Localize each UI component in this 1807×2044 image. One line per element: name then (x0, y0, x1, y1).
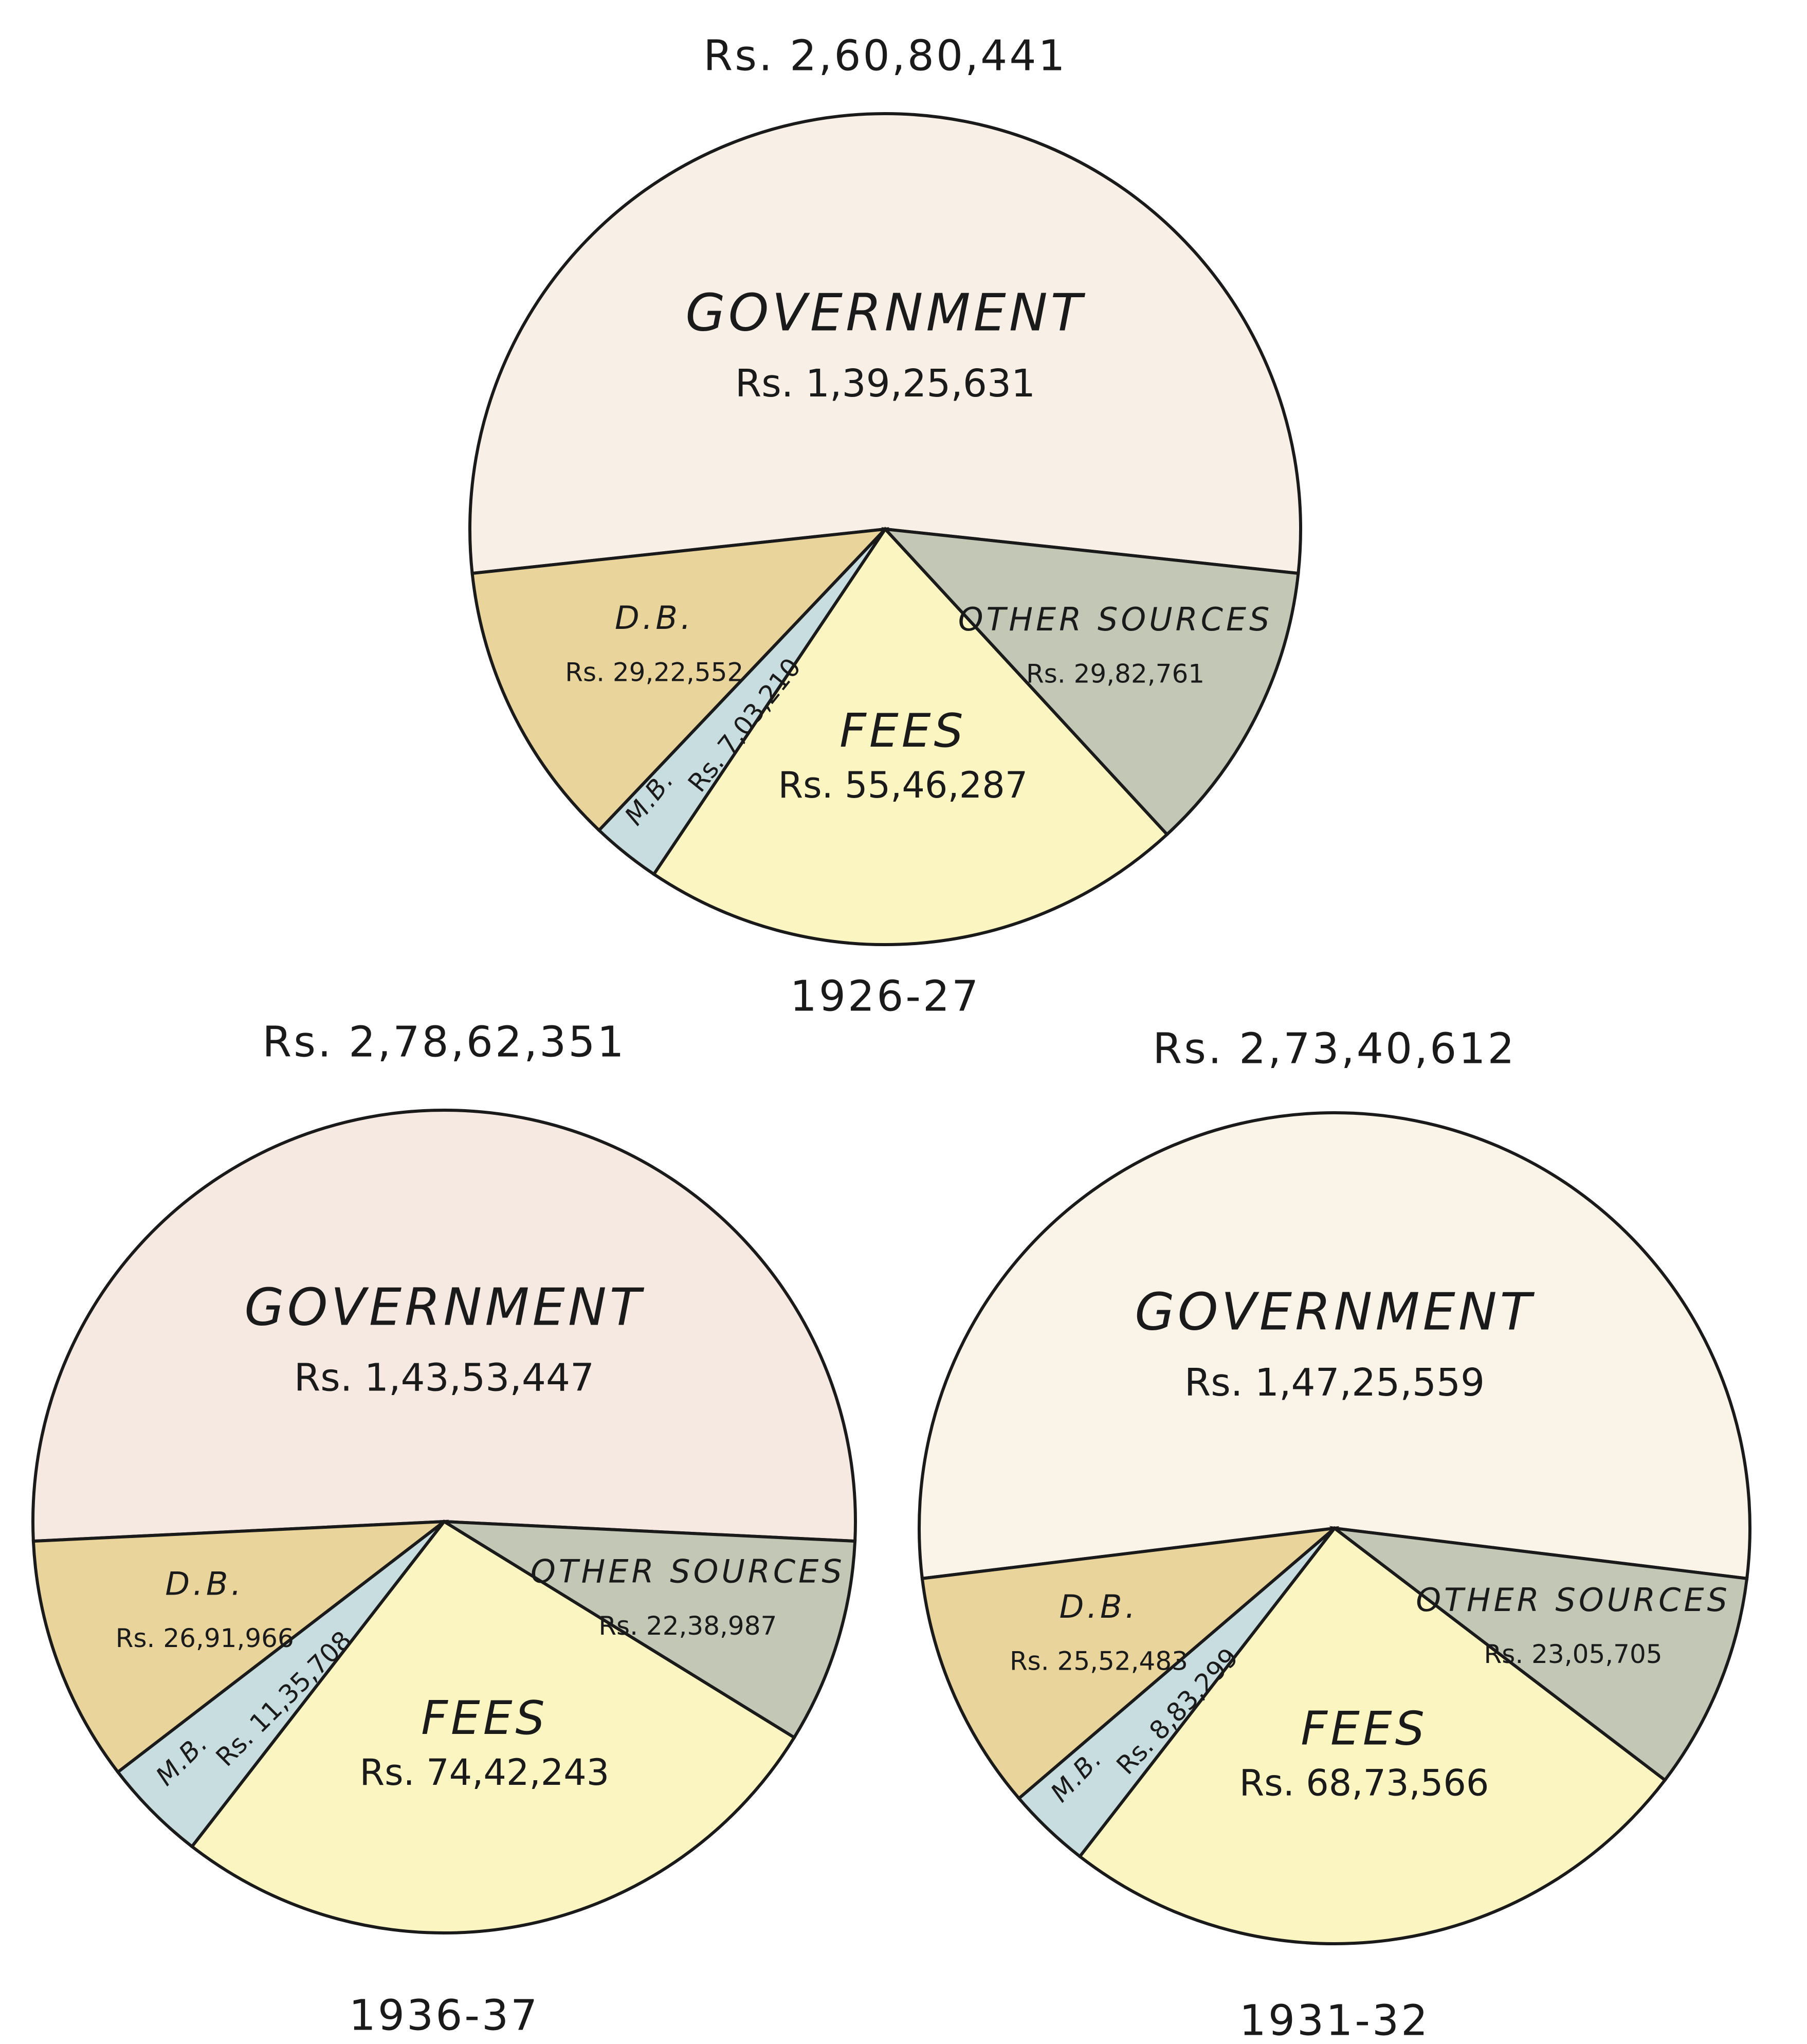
pie-slice (881, 527, 1300, 837)
slice-value-label: Rs. 1,43,53,447 (294, 1356, 594, 1400)
slice-value-label: Rs. 68,73,566 (1239, 1762, 1489, 1804)
pie-slice (651, 527, 1170, 946)
slice-value-label: Rs. 74,42,243 (359, 1751, 609, 1794)
slice-label: OTHER SOURCES (531, 1553, 845, 1590)
chart-subtitle: 1926-27 (790, 972, 981, 1021)
pie (918, 1111, 1751, 1945)
chart-title: Rs. 2,78,62,351 (262, 1018, 626, 1066)
pie-slice (468, 112, 1302, 575)
slice-value-label: Rs. 55,46,287 (778, 764, 1028, 806)
pie-slice (443, 1520, 857, 1740)
pie-slice (116, 1520, 446, 1849)
slice-value-label: Rs. 29,22,552 (565, 657, 743, 687)
chart-title: Rs. 2,73,40,612 (1153, 1024, 1516, 1073)
pie-slice (920, 1526, 1340, 1801)
slice-value-label: Rs. 22,38,987 (598, 1611, 777, 1641)
slice-label: D.B. (615, 599, 694, 637)
slice-label: GOVERNMENT (1135, 1282, 1535, 1342)
pie-slice (31, 1108, 857, 1543)
pie-slice (190, 1520, 797, 1934)
pie-slice (1078, 1526, 1667, 1945)
slice-label: FEES (421, 1691, 548, 1745)
chart-title: Rs. 2,60,80,441 (703, 31, 1067, 80)
pie-slice (470, 527, 889, 833)
slice-value-label: Rs. 29,82,761 (1026, 659, 1204, 689)
slice-value-label: Rs. 1,47,25,559 (1184, 1361, 1485, 1405)
slice-label: FEES (839, 704, 966, 758)
pie (468, 112, 1302, 946)
slice-label: D.B. (1060, 1588, 1139, 1625)
pie-slice (1329, 1526, 1749, 1782)
pie-slice (31, 1520, 449, 1775)
slice-label: OTHER SOURCES (958, 601, 1273, 638)
slice-label: D.B. (165, 1565, 244, 1603)
chart-subtitle: 1936-37 (349, 1991, 540, 2040)
chart-subtitle: 1931-32 (1239, 1996, 1430, 2044)
slice-value-label: Rs. 26,91,966 (116, 1623, 294, 1653)
slice-label: FEES (1301, 1702, 1428, 1756)
slice-label: OTHER SOURCES (1416, 1581, 1730, 1619)
pie (31, 1108, 857, 1934)
slice-label: GOVERNMENT (685, 283, 1085, 343)
slice-value-label: Rs. 23,05,705 (1484, 1639, 1663, 1669)
slice-value-label: Rs. 1,39,25,631 (735, 361, 1035, 406)
slice-value-label: Rs. 25,52,483 (1010, 1646, 1188, 1676)
pie-slice (918, 1111, 1751, 1581)
slice-label: GOVERNMENT (244, 1277, 644, 1337)
